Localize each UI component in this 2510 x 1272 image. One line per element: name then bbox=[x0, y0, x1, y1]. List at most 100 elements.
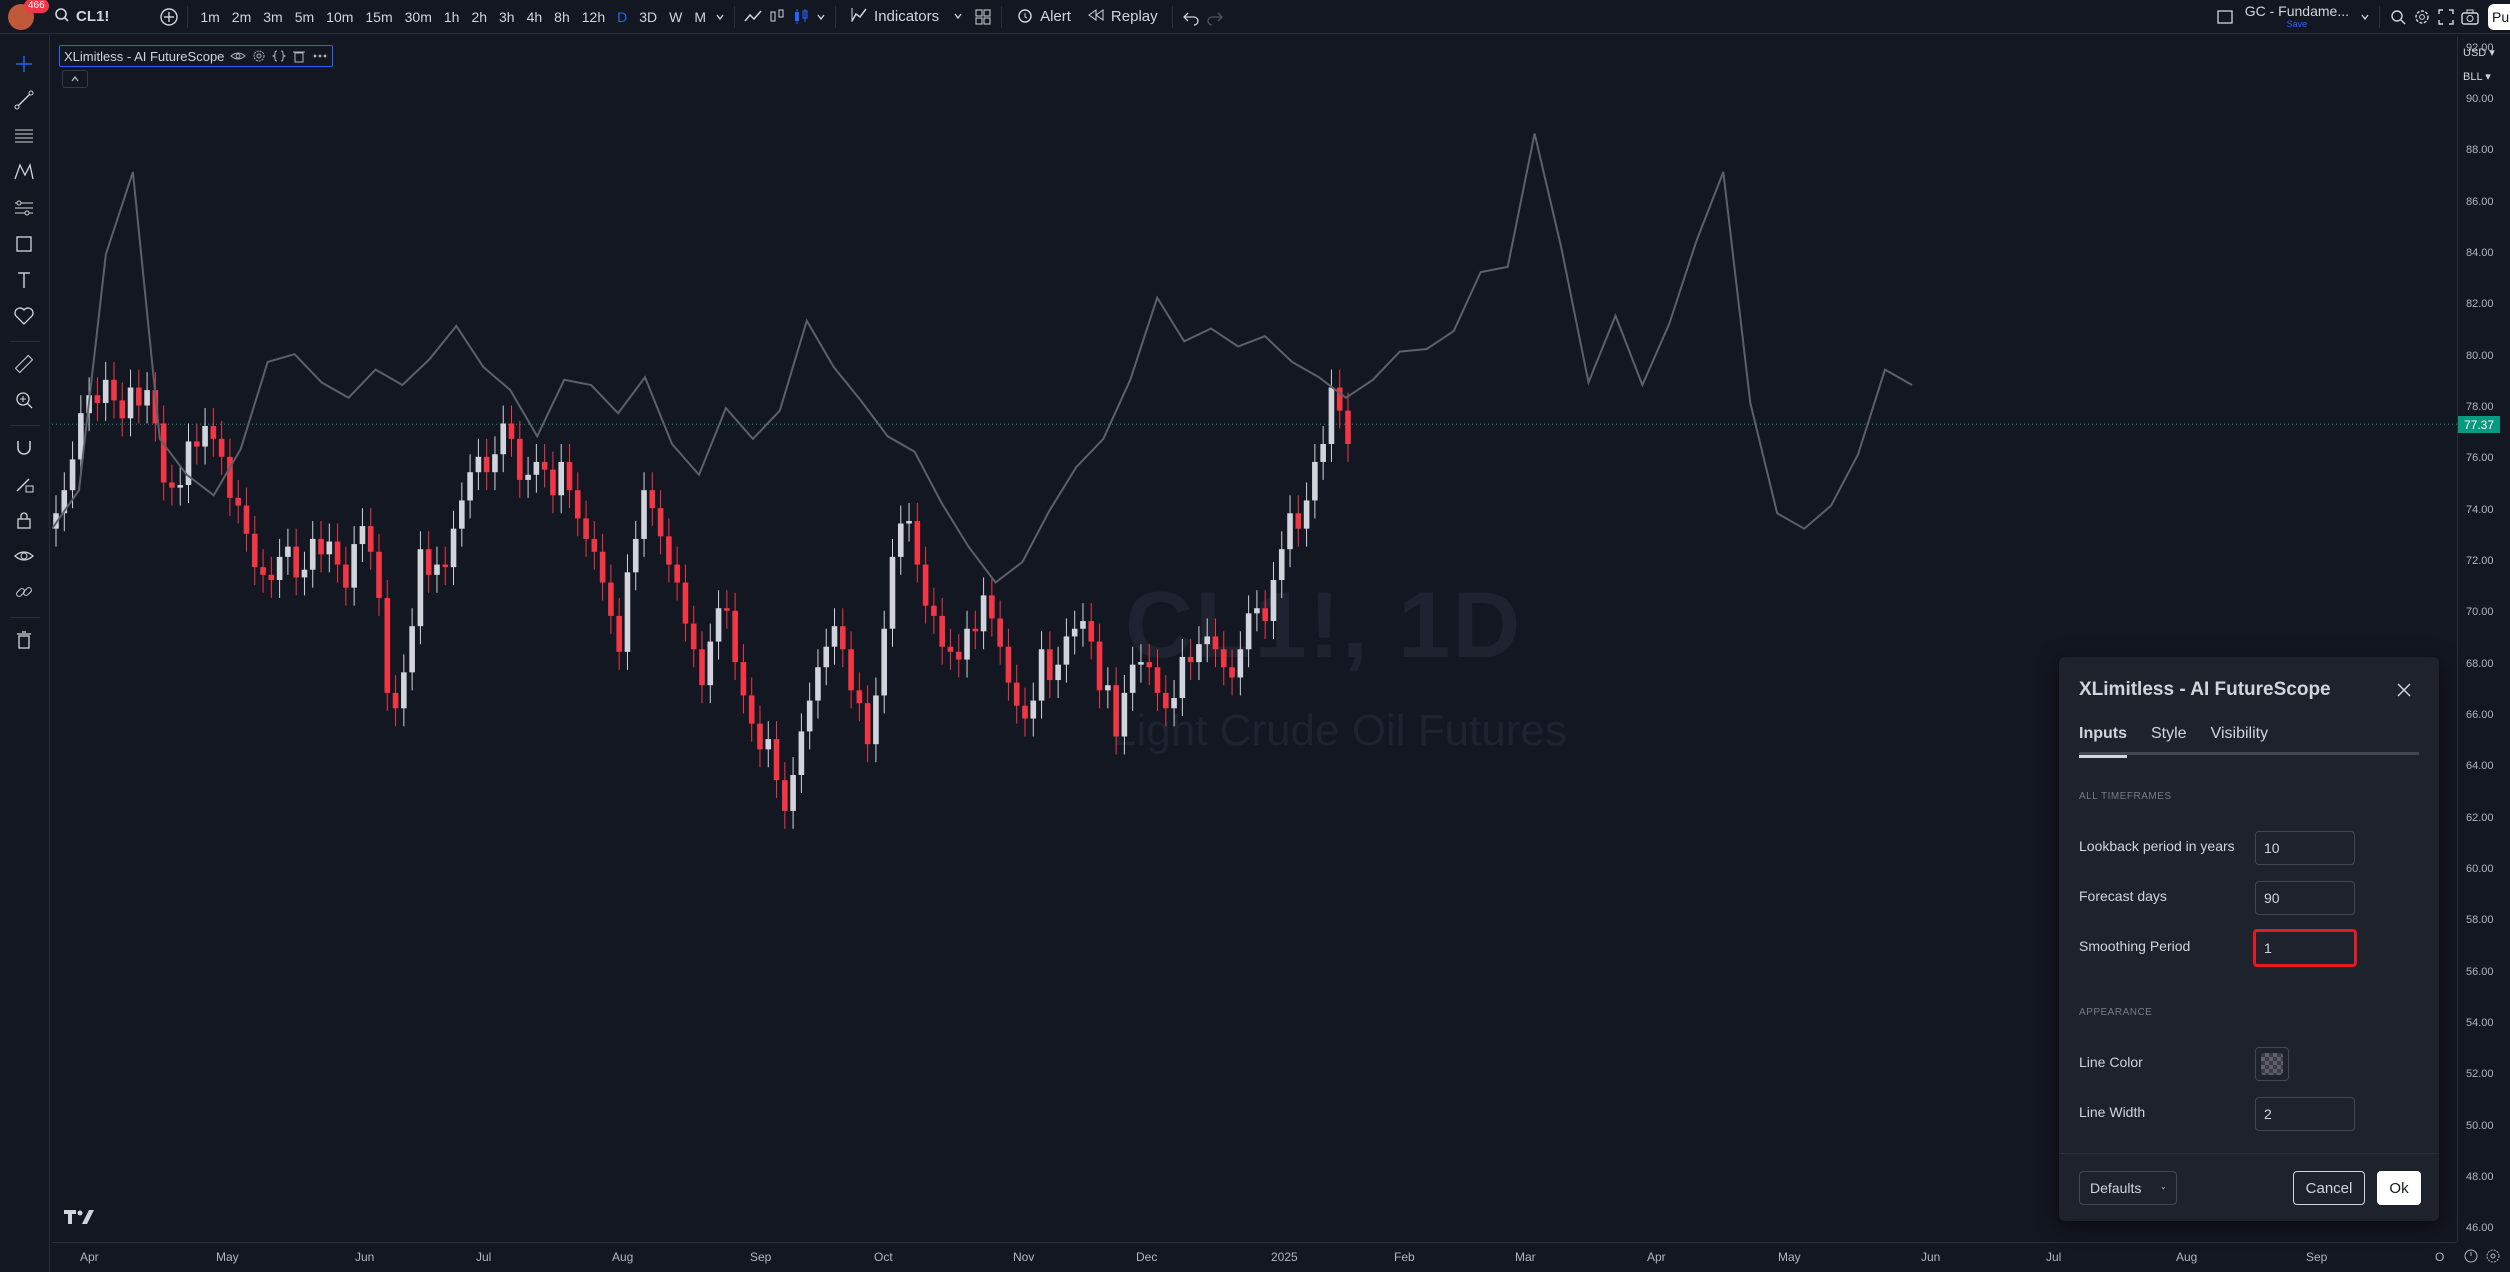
tab-style[interactable]: Style bbox=[2151, 725, 2187, 742]
chart-pane[interactable]: CL1!, 1D Light Crude Oil Futures bbox=[52, 36, 2457, 1242]
line-width-label: Line Width bbox=[2079, 1104, 2146, 1120]
trash-icon[interactable] bbox=[292, 49, 306, 63]
time-tick-label: Apr bbox=[1647, 1250, 1666, 1264]
publish-button[interactable]: Pu bbox=[2488, 3, 2510, 30]
line-color-swatch[interactable] bbox=[2255, 1047, 2289, 1081]
interval-2m[interactable]: 2m bbox=[231, 8, 252, 25]
interval-15m[interactable]: 15m bbox=[365, 8, 393, 25]
replay-button[interactable]: Replay bbox=[1079, 6, 1166, 28]
divider bbox=[1001, 5, 1003, 28]
fib-retracement-icon[interactable] bbox=[11, 123, 37, 149]
interval-W[interactable]: W bbox=[669, 8, 683, 25]
symbol-search[interactable]: CL1! bbox=[46, 7, 117, 27]
text-tool-icon[interactable] bbox=[11, 267, 37, 293]
line-chart-icon[interactable] bbox=[741, 5, 765, 29]
alert-button[interactable]: Alert bbox=[1008, 6, 1079, 28]
compare-add-icon[interactable] bbox=[157, 5, 181, 29]
indicator-legend[interactable]: XLimitless - AI FutureScope bbox=[59, 45, 334, 67]
currency-selector[interactable]: USD ▾ bbox=[2463, 47, 2495, 59]
timezone-icon[interactable] bbox=[2462, 1247, 2480, 1265]
time-axis-settings[interactable] bbox=[2462, 1247, 2502, 1265]
interval-1m[interactable]: 1m bbox=[200, 8, 220, 25]
interval-12h[interactable]: 12h bbox=[581, 8, 606, 25]
trash-icon[interactable] bbox=[11, 627, 37, 653]
eye-icon[interactable] bbox=[230, 49, 247, 63]
magnet-icon[interactable] bbox=[11, 435, 37, 461]
interval-3D[interactable]: 3D bbox=[639, 8, 658, 25]
interval-4h[interactable]: 4h bbox=[526, 8, 543, 25]
tab-visibility[interactable]: Visibility bbox=[2210, 725, 2269, 742]
lookback-years-input[interactable] bbox=[2255, 831, 2355, 865]
close-button[interactable] bbox=[2391, 677, 2417, 703]
eye-icon[interactable] bbox=[11, 543, 37, 569]
pencil-lock-icon[interactable] bbox=[11, 471, 37, 497]
dialog-footer-divider bbox=[2059, 1153, 2439, 1154]
indicators-button[interactable]: Indicators bbox=[842, 6, 971, 28]
chevron-down-icon[interactable] bbox=[2357, 5, 2373, 29]
collapse-legend-button[interactable] bbox=[62, 70, 88, 88]
price-scale[interactable]: USD ▾ BLL ▾ 92.00 90.00 88.00 86.00 84.00 82.… bbox=[2457, 36, 2510, 1242]
crosshair-icon[interactable] bbox=[11, 51, 37, 77]
candle bbox=[111, 361, 117, 419]
candle bbox=[997, 600, 1003, 665]
time-tick-label: Aug bbox=[612, 1250, 634, 1264]
time-scale[interactable]: Apr May Jun Jul Aug Sep Oct Nov Dec 2025 Feb Mar Apr… bbox=[52, 1242, 2457, 1272]
forecast-days-input[interactable] bbox=[2255, 881, 2355, 915]
candle bbox=[1138, 644, 1144, 683]
interval-3m[interactable]: 3m bbox=[263, 8, 283, 25]
unit-selector[interactable]: BLL ▾ bbox=[2463, 71, 2491, 83]
candle bbox=[806, 682, 813, 750]
interval-5m[interactable]: 5m bbox=[294, 8, 315, 25]
interval-M[interactable]: M bbox=[694, 8, 707, 25]
interval-2h[interactable]: 2h bbox=[471, 8, 488, 25]
interval-1h[interactable]: 1h bbox=[443, 8, 460, 25]
candle bbox=[641, 472, 647, 557]
interval-10m[interactable]: 10m bbox=[326, 8, 354, 25]
camera-icon[interactable] bbox=[2458, 5, 2482, 29]
undo-icon[interactable] bbox=[1179, 5, 1203, 29]
line-width-input[interactable] bbox=[2255, 1097, 2355, 1131]
settings-gear-icon[interactable] bbox=[2410, 5, 2434, 29]
lock-icon[interactable] bbox=[11, 507, 37, 533]
smoothing-period-input[interactable] bbox=[2253, 929, 2357, 967]
zoom-in-icon[interactable] bbox=[11, 387, 37, 413]
candles-icon[interactable] bbox=[789, 5, 813, 29]
chevron-down-icon[interactable] bbox=[712, 5, 728, 29]
forecasting-icon[interactable] bbox=[11, 195, 37, 221]
templates-grid-icon[interactable] bbox=[971, 5, 995, 29]
candle bbox=[442, 546, 449, 586]
defaults-dropdown[interactable]: Defaults bbox=[2079, 1171, 2177, 1205]
trend-line-icon[interactable] bbox=[11, 87, 37, 113]
interval-8h[interactable]: 8h bbox=[554, 8, 570, 25]
tradingview-logo[interactable] bbox=[64, 1208, 96, 1232]
settings-gear-icon[interactable] bbox=[2484, 1247, 2502, 1265]
settings-gear-icon[interactable] bbox=[252, 49, 266, 63]
ruler-icon[interactable] bbox=[11, 351, 37, 377]
chevron-down-icon[interactable] bbox=[813, 5, 829, 29]
layout-menu[interactable]: GC - Fundame... Save bbox=[2245, 4, 2349, 30]
quick-search-icon[interactable] bbox=[2386, 5, 2410, 29]
time-tick-label: 2025 bbox=[1271, 1250, 1298, 1264]
pattern-icon[interactable] bbox=[11, 159, 37, 185]
avatar[interactable]: 466 bbox=[4, 0, 49, 34]
layout-square-icon[interactable] bbox=[2213, 5, 2237, 29]
interval-30m[interactable]: 30m bbox=[404, 8, 432, 25]
more-options-icon[interactable] bbox=[312, 49, 328, 63]
interval-3h[interactable]: 3h bbox=[499, 8, 515, 25]
time-tick-label: May bbox=[1778, 1250, 1801, 1264]
cancel-button[interactable]: Cancel bbox=[2293, 1171, 2365, 1205]
link-icon[interactable] bbox=[11, 579, 37, 605]
rectangle-shape-icon[interactable] bbox=[11, 231, 37, 257]
ok-button[interactable]: Ok bbox=[2377, 1171, 2421, 1205]
candle bbox=[210, 408, 217, 457]
candle bbox=[699, 631, 705, 704]
fullscreen-icon[interactable] bbox=[2434, 5, 2458, 29]
candle bbox=[1220, 631, 1227, 686]
redo-icon[interactable] bbox=[1203, 5, 1227, 29]
interval-D[interactable]: D bbox=[617, 8, 628, 25]
heart-icon[interactable] bbox=[11, 303, 37, 329]
tab-inputs[interactable]: Inputs bbox=[2079, 725, 2127, 758]
bar-style-icon[interactable] bbox=[765, 5, 789, 29]
candle bbox=[417, 531, 424, 645]
source-code-icon[interactable] bbox=[272, 49, 287, 63]
